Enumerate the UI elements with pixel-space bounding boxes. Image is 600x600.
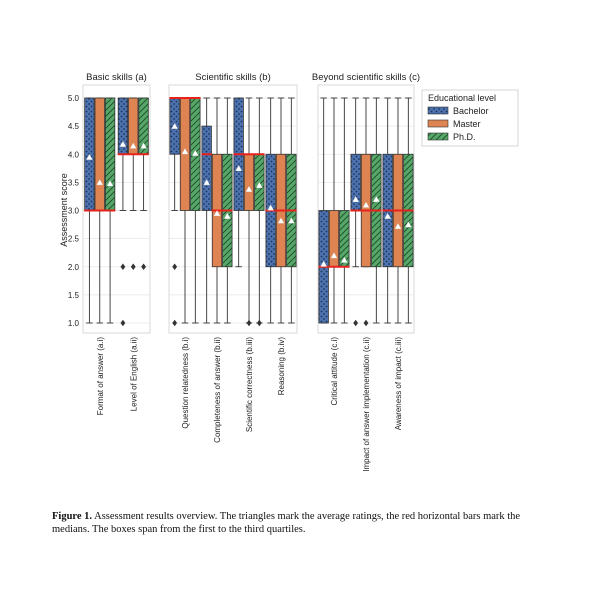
figure-caption: Figure 1. Assessment results overview. T…: [52, 510, 557, 536]
y-tick-label: 5.0: [68, 94, 80, 103]
panel-3: Beyond scientific skills (c) Critical att…: [312, 72, 420, 472]
box-master: [243, 153, 255, 211]
outlier-point: [130, 263, 136, 270]
category-label: Awareness of impact (c.iii): [394, 337, 403, 431]
box-master: [328, 210, 340, 268]
mean-marker: [352, 196, 360, 202]
category-group: Scientific correctness (b.iii): [233, 97, 265, 432]
mean-marker: [213, 210, 221, 217]
outlier-point: [120, 263, 126, 270]
mean-marker: [287, 217, 295, 224]
panel-2: Scientific skills (b) Question relatednes…: [168, 72, 298, 443]
mean-marker: [140, 142, 147, 149]
category-group: Question relatedness (b.i): [169, 97, 201, 429]
category-group: Level of English (a.ii): [117, 97, 149, 412]
category-label: Question relatedness (b.i): [181, 337, 190, 429]
category-label: Format of answer (a.i): [96, 337, 105, 416]
mean-marker: [255, 181, 263, 188]
category-group: Completeness of answer (b.ii): [201, 97, 233, 443]
mean-marker: [96, 179, 104, 186]
legend-label: Bachelor: [453, 106, 489, 116]
y-tick-label: 4.0: [68, 150, 80, 159]
box-master: [94, 97, 105, 211]
mean-marker: [171, 122, 179, 129]
box-bachelor: [201, 125, 212, 211]
legend-label: Master: [453, 119, 481, 129]
panel-title: Basic skills (a): [86, 72, 147, 83]
y-tick-label: 4.5: [68, 122, 80, 131]
category-label: Critical attitude (c.i): [330, 337, 339, 406]
y-tick-label: 3.5: [68, 178, 80, 187]
y-tick-label: 3.0: [68, 207, 80, 216]
mean-marker: [394, 223, 402, 229]
outlier-point: [120, 319, 126, 327]
outlier-point: [246, 319, 252, 327]
mean-marker: [404, 221, 412, 228]
category-label: Impact of answer implementation (c.ii): [362, 337, 371, 472]
panel-title: Scientific skills (b): [195, 72, 271, 83]
mean-marker: [362, 201, 370, 208]
legend-label: Ph.D.: [453, 132, 476, 142]
mean-marker: [267, 204, 275, 211]
legend-swatch-bachelor: [427, 106, 449, 115]
category-label: Reasoning (b.iv): [277, 337, 286, 396]
mean-marker: [320, 260, 328, 267]
mean-marker: [372, 196, 380, 202]
mean-marker: [340, 256, 348, 263]
category-group: Awareness of impact (c.iii): [382, 97, 414, 431]
mean-marker: [106, 180, 114, 187]
mean-marker: [119, 140, 127, 147]
mean-marker: [235, 165, 243, 172]
box-master: [179, 97, 191, 211]
mean-marker: [277, 217, 285, 224]
category-group: Critical attitude (c.i): [318, 97, 350, 406]
mean-marker: [191, 149, 199, 156]
outlier-point: [353, 319, 359, 327]
y-tick-label: 1.5: [68, 291, 80, 300]
panel-title: Beyond scientific skills (c): [312, 72, 420, 83]
legend: Educational level Bachelor Master Ph.D.: [421, 89, 519, 147]
mean-marker: [330, 252, 338, 259]
legend-swatch-master: [427, 119, 449, 128]
mean-marker: [384, 212, 392, 219]
y-tick-label: 2.0: [68, 263, 80, 272]
category-group: Impact of answer implementation (c.ii): [350, 97, 382, 472]
y-axis-label: Assessment score: [59, 173, 69, 247]
caption-label: Figure 1.: [52, 511, 93, 522]
outlier-point: [256, 319, 262, 327]
legend-swatch-phd: [427, 132, 449, 141]
caption-text: Assessment results overview. The triangl…: [52, 511, 521, 535]
outlier-point: [172, 263, 178, 270]
y-tick-label: 2.5: [68, 235, 80, 244]
mean-marker: [181, 148, 189, 155]
mean-marker: [223, 212, 231, 219]
outlier-point: [363, 319, 369, 327]
y-tick-label: 1.0: [68, 319, 80, 328]
box-phd: [104, 97, 116, 211]
mean-marker: [203, 179, 211, 186]
outlier-point: [172, 319, 178, 327]
category-label: Completeness of answer (b.ii): [213, 337, 222, 443]
legend-title: Educational level: [428, 93, 496, 103]
chart-panels: Basic skills (a) 1.0 1.5 2.0 2.5 3.0 3.5 4.0 4.5…: [68, 72, 420, 472]
box-bachelor: [350, 153, 361, 211]
mean-marker: [129, 142, 137, 149]
category-group: Reasoning (b.iv): [265, 97, 297, 396]
category-label: Level of English (a.ii): [129, 337, 138, 412]
outlier-point: [141, 263, 146, 270]
category-label: Scientific correctness (b.iii): [245, 337, 254, 432]
mean-marker: [86, 153, 93, 160]
mean-marker: [245, 185, 253, 192]
category-group: Format of answer (a.i): [84, 97, 116, 416]
panel-1: Basic skills (a) 1.0 1.5 2.0 2.5 3.0 3.5 4.0 4.5…: [68, 72, 151, 416]
